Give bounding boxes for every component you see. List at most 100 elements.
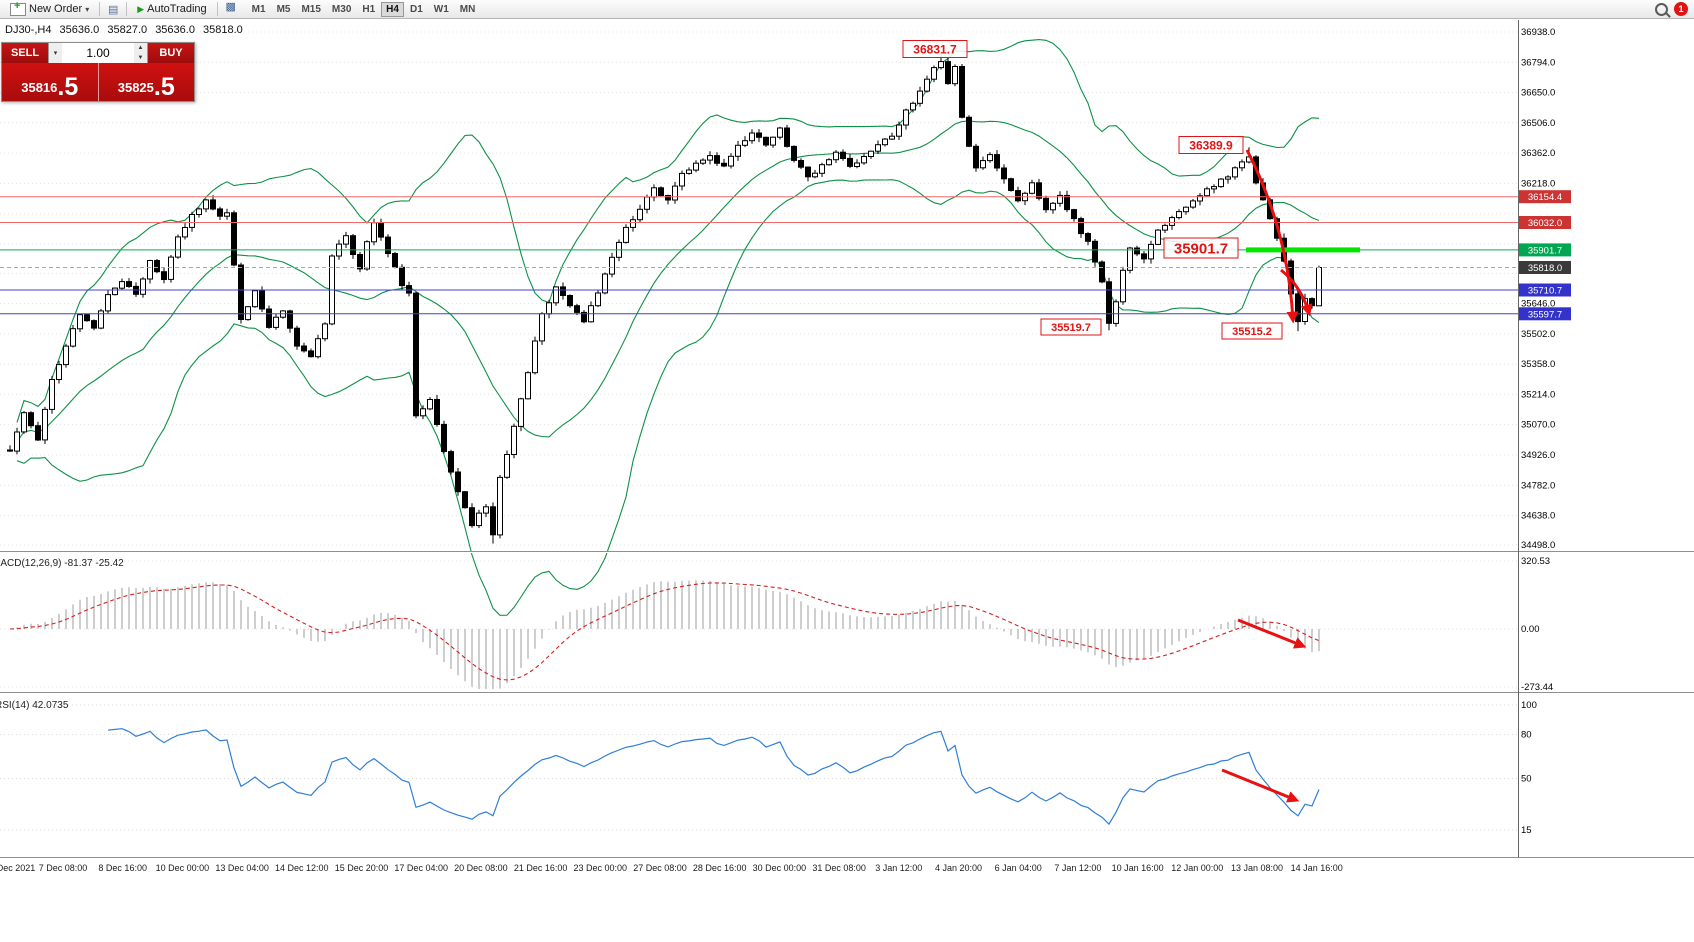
svg-text:36154.4: 36154.4: [1528, 192, 1562, 203]
svg-text:13 Dec 04:00: 13 Dec 04:00: [215, 863, 269, 873]
timeframe-h4[interactable]: H4: [381, 1, 404, 17]
new-order-icon: [10, 0, 26, 16]
svg-text:17 Dec 04:00: 17 Dec 04:00: [394, 863, 448, 873]
svg-text:36938.0: 36938.0: [1521, 27, 1555, 38]
svg-text:35597.7: 35597.7: [1528, 309, 1562, 320]
trade-widget-prices: 35816 .5 35825 .5: [2, 63, 194, 101]
svg-text:36794.0: 36794.0: [1521, 57, 1555, 68]
bar-high: 35827.0: [107, 24, 148, 36]
volume-preset-caret-icon[interactable]: ▾: [49, 43, 62, 63]
svg-text:35515.2: 35515.2: [1232, 326, 1272, 338]
trade-widget-controls: SELL ▾ ▲ ▼ BUY: [2, 43, 194, 63]
svg-text:35358.0: 35358.0: [1521, 359, 1555, 370]
svg-text:13 Jan 08:00: 13 Jan 08:00: [1231, 863, 1283, 873]
volume-stepper: ▲ ▼: [134, 43, 147, 63]
candlestick-series: [7, 54, 1322, 544]
trend-arrows[interactable]: [1221, 149, 1313, 803]
svg-text:36389.9: 36389.9: [1189, 138, 1233, 152]
svg-text:35710.7: 35710.7: [1528, 286, 1562, 297]
svg-text:35070.0: 35070.0: [1521, 420, 1555, 431]
svg-text:34926.0: 34926.0: [1521, 450, 1555, 461]
svg-text:35901.7: 35901.7: [1174, 240, 1228, 257]
macd-histogram: [16, 580, 1320, 689]
svg-text:35502.0: 35502.0: [1521, 329, 1555, 340]
volume-down-button[interactable]: ▼: [134, 53, 147, 63]
svg-text:27 Dec 08:00: 27 Dec 08:00: [633, 863, 687, 873]
timeframe-m30[interactable]: M30: [327, 2, 356, 17]
svg-text:15 Dec 20:00: 15 Dec 20:00: [335, 863, 389, 873]
sell-price-fraction: .5: [57, 72, 79, 101]
rsi-line: [107, 728, 1320, 826]
svg-text:14 Dec 12:00: 14 Dec 12:00: [275, 863, 329, 873]
svg-text:4 Jan 20:00: 4 Jan 20:00: [935, 863, 982, 873]
svg-text:34782.0: 34782.0: [1521, 480, 1555, 491]
sell-button[interactable]: SELL: [2, 43, 48, 63]
buy-price-fraction: .5: [153, 72, 175, 101]
svg-text:12 Jan 00:00: 12 Jan 00:00: [1171, 863, 1223, 873]
svg-text:14 Jan 16:00: 14 Jan 16:00: [1291, 863, 1343, 873]
svg-text:35646.0: 35646.0: [1521, 299, 1555, 310]
panel-splitters[interactable]: [0, 551, 1694, 858]
chart-area[interactable]: 36938.0 36794.0 36650.0 36506.0 36362.0 36218…: [0, 20, 1694, 877]
timeframe-buttons: M1 M5 M15 M30 H1 H4 D1 W1 MN: [247, 1, 481, 17]
bar-open: 35636.0: [59, 24, 100, 36]
timeframe-w1[interactable]: W1: [429, 2, 454, 17]
symbol-ohlc-line: DJ30-,H4 35636.0 35827.0 35636.0 35818.0: [5, 24, 248, 36]
timeframe-d1[interactable]: D1: [405, 2, 428, 17]
toolbar-separator: [99, 2, 101, 16]
timeframe-m5[interactable]: M5: [272, 2, 296, 17]
bar-low: 35636.0: [155, 24, 195, 36]
bar-close: 35818.0: [203, 24, 243, 36]
svg-text:36032.0: 36032.0: [1528, 218, 1562, 229]
buy-button[interactable]: BUY: [148, 43, 194, 63]
svg-text:20 Dec 08:00: 20 Dec 08:00: [454, 863, 508, 873]
svg-text:8 Dec 16:00: 8 Dec 16:00: [98, 863, 147, 873]
price-annotations[interactable]: 36831.7 36389.9 35901.7 35519.7 35515.2: [902, 40, 1283, 340]
rsi-label: RSI(14) 42.0735: [0, 700, 69, 711]
templates-icon[interactable]: ▩: [222, 0, 240, 15]
time-axis[interactable]: Dec 2021 7 Dec 08:00 8 Dec 16:00 10 Dec 00:…: [0, 863, 1343, 873]
timeframe-m1[interactable]: M1: [247, 2, 271, 17]
svg-text:35214.0: 35214.0: [1521, 390, 1555, 401]
svg-text:0.00: 0.00: [1521, 624, 1540, 635]
svg-text:23 Dec 00:00: 23 Dec 00:00: [574, 863, 628, 873]
rsi-arrow: [1221, 768, 1300, 803]
autotrading-label: AutoTrading: [147, 3, 207, 15]
svg-text:10 Dec 00:00: 10 Dec 00:00: [156, 863, 210, 873]
toolbar-separator: [126, 2, 128, 16]
notification-badge[interactable]: 1: [1674, 2, 1688, 16]
highlight-level-segment[interactable]: [1246, 247, 1360, 253]
sell-price[interactable]: 35816 .5: [2, 63, 98, 101]
svg-text:35901.7: 35901.7: [1528, 245, 1562, 256]
buy-price-main: 35825: [117, 80, 154, 95]
chevron-down-icon: ▾: [85, 4, 90, 14]
toolbar-right: 1: [1655, 2, 1690, 16]
search-icon[interactable]: [1655, 2, 1668, 16]
history-center-icon[interactable]: ▤: [104, 1, 122, 18]
volume-input[interactable]: [62, 43, 134, 63]
timeframe-mn[interactable]: MN: [455, 2, 481, 17]
svg-text:34498.0: 34498.0: [1521, 540, 1555, 551]
svg-text:34638.0: 34638.0: [1521, 511, 1555, 522]
timeframe-h1[interactable]: H1: [357, 2, 380, 17]
svg-text:-273.44: -273.44: [1521, 682, 1553, 693]
price-axis[interactable]: 36938.0 36794.0 36650.0 36506.0 36362.0 36218…: [1519, 27, 1571, 551]
one-click-trading-widget: SELL ▾ ▲ ▼ BUY 35816 .5 35825 .5: [1, 42, 195, 102]
main-toolbar: New Order ▾ ◆▤◉ ▶ AutoTrading ▥◫≈⊕⊖▦▣▢ƒ◔…: [0, 0, 1694, 224]
timeframe-m15[interactable]: M15: [296, 2, 325, 17]
svg-text:31 Dec 08:00: 31 Dec 08:00: [812, 863, 866, 873]
macd-grid: 320.53 0.00 -273.44: [0, 556, 1553, 693]
svg-text:35519.7: 35519.7: [1051, 322, 1091, 334]
toolbar-separator: [216, 2, 218, 16]
symbol-period: DJ30-,H4: [5, 24, 52, 36]
svg-text:320.53: 320.53: [1521, 556, 1550, 567]
price-grid: [0, 31, 1518, 546]
buy-price[interactable]: 35825 .5: [97, 63, 194, 101]
new-order-button[interactable]: New Order ▾: [4, 0, 95, 18]
play-icon: ▶: [137, 3, 145, 14]
volume-up-button[interactable]: ▲: [134, 43, 147, 53]
svg-text:Dec 2021: Dec 2021: [0, 863, 35, 873]
autotrading-button[interactable]: ▶ AutoTrading: [131, 1, 212, 18]
svg-text:80: 80: [1521, 729, 1532, 740]
svg-text:28 Dec 16:00: 28 Dec 16:00: [693, 863, 747, 873]
